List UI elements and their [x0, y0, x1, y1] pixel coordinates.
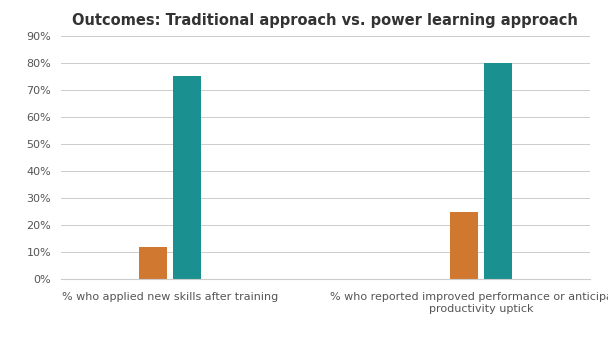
Title: Outcomes: Traditional approach vs. power learning approach: Outcomes: Traditional approach vs. power… [72, 13, 578, 28]
Bar [484, 63, 512, 279]
Bar [139, 247, 167, 279]
Bar [450, 212, 478, 279]
Bar [173, 76, 201, 279]
